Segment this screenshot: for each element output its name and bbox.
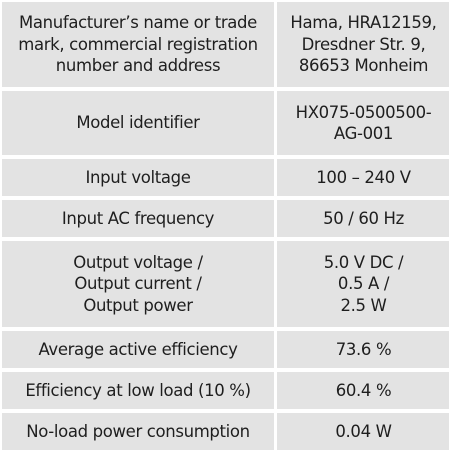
- value-input-ac-frequency: 50 / 60 Hz: [277, 200, 449, 237]
- value-input-voltage: 100 – 240 V: [277, 159, 449, 196]
- value-average-active-efficiency: 73.6 %: [277, 331, 449, 368]
- value-no-load-power: 0.04 W: [277, 413, 449, 450]
- label-output: Output voltage / Output current / Output…: [2, 241, 274, 327]
- label-average-active-efficiency: Average active efficiency: [2, 331, 274, 368]
- label-manufacturer: Manufacturer’s name or trade mark, comme…: [2, 2, 274, 87]
- specification-table: Manufacturer’s name or trade mark, comme…: [2, 2, 449, 450]
- label-no-load-power: No-load power consumption: [2, 413, 274, 450]
- label-model-identifier: Model identifier: [2, 91, 274, 155]
- label-efficiency-low-load: Efficiency at low load (10 %): [2, 372, 274, 409]
- value-manufacturer: Hama, HRA12159, Dresdner Str. 9, 86653 M…: [277, 2, 449, 87]
- value-efficiency-low-load: 60.4 %: [277, 372, 449, 409]
- label-input-ac-frequency: Input AC frequency: [2, 200, 274, 237]
- value-output: 5.0 V DC / 0.5 A / 2.5 W: [277, 241, 449, 327]
- label-input-voltage: Input voltage: [2, 159, 274, 196]
- value-model-identifier: HX075-0500500- AG-001: [277, 91, 449, 155]
